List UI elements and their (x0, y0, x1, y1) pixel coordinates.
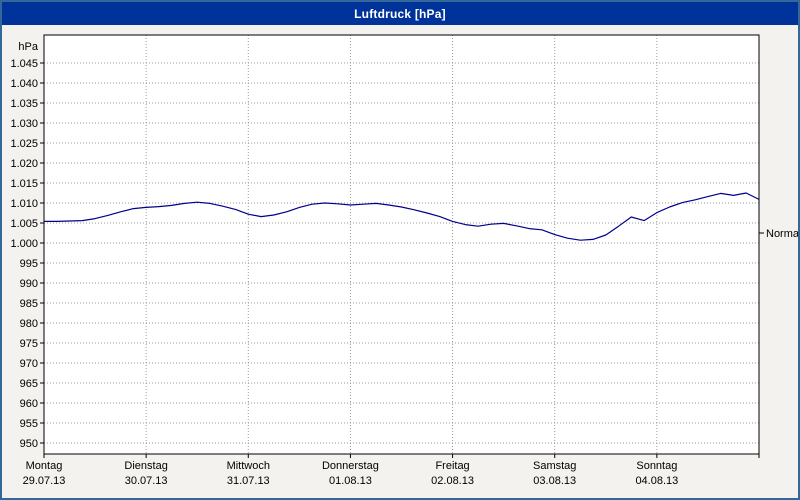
y-tick-label: 955 (20, 418, 38, 430)
y-tick-label: 970 (20, 358, 38, 370)
y-tick-label: 1.020 (10, 158, 38, 170)
x-date-label: 01.08.13 (329, 475, 372, 487)
y-tick-label: 1.030 (10, 118, 38, 130)
y-tick-label: 960 (20, 398, 38, 410)
x-day-label: Montag (26, 460, 63, 472)
x-day-label: Donnerstag (322, 460, 379, 472)
y-tick-label: 975 (20, 338, 38, 350)
y-tick-label: 1.015 (10, 178, 38, 190)
y-tick-label: 1.000 (10, 238, 38, 250)
x-day-label: Mittwoch (227, 460, 270, 472)
y-tick-label: 1.005 (10, 218, 38, 230)
x-date-label: 30.07.13 (125, 475, 168, 487)
y-tick-label: 1.040 (10, 78, 38, 90)
x-day-label: Samstag (533, 460, 576, 472)
y-tick-label: 1.045 (10, 58, 38, 70)
normal-label: Normal (766, 228, 800, 240)
y-tick-label: 1.025 (10, 138, 38, 150)
y-tick-label: 1.035 (10, 98, 38, 110)
x-day-label: Dienstag (124, 460, 167, 472)
y-tick-label: 985 (20, 298, 38, 310)
y-tick-label: 990 (20, 278, 38, 290)
window-title-bar: Luftdruck [hPa] (2, 2, 798, 25)
pressure-line (43, 192, 760, 241)
y-tick-label: 965 (20, 378, 38, 390)
x-date-label: 02.08.13 (431, 475, 474, 487)
window-title: Luftdruck [hPa] (354, 6, 446, 21)
x-date-label: 29.07.13 (23, 475, 66, 487)
x-day-label: Sonntag (636, 460, 677, 472)
y-tick-label: 995 (20, 258, 38, 270)
x-day-label: Freitag (435, 460, 469, 472)
x-date-label: 04.08.13 (635, 475, 678, 487)
y-tick-label: 950 (20, 438, 38, 450)
x-date-label: 31.07.13 (227, 475, 270, 487)
plot-area (44, 35, 759, 454)
x-date-label: 03.08.13 (533, 475, 576, 487)
y-tick-label: 1.010 (10, 198, 38, 210)
y-axis-unit-label: hPa (18, 41, 38, 53)
y-tick-label: 980 (20, 318, 38, 330)
plot-frame (43, 34, 760, 455)
